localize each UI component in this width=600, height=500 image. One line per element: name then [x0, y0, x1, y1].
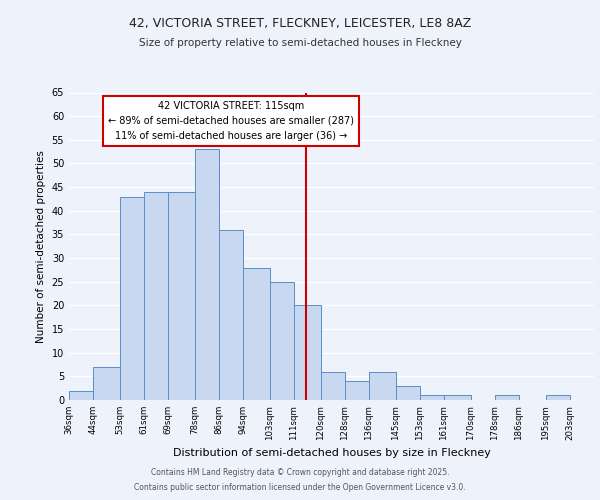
Bar [294, 306, 321, 400]
Bar [495, 396, 519, 400]
Bar [243, 268, 270, 400]
Bar [444, 396, 471, 400]
Bar [546, 396, 570, 400]
Text: Contains HM Land Registry data © Crown copyright and database right 2025.: Contains HM Land Registry data © Crown c… [151, 468, 449, 477]
Text: 42 VICTORIA STREET: 115sqm
← 89% of semi-detached houses are smaller (287)
11% o: 42 VICTORIA STREET: 115sqm ← 89% of semi… [108, 101, 354, 140]
Bar [219, 230, 243, 400]
Text: Contains public sector information licensed under the Open Government Licence v3: Contains public sector information licen… [134, 483, 466, 492]
Bar [120, 196, 144, 400]
Bar [321, 372, 345, 400]
Bar [168, 192, 195, 400]
Text: Size of property relative to semi-detached houses in Fleckney: Size of property relative to semi-detach… [139, 38, 461, 48]
Bar [369, 372, 396, 400]
Bar [144, 192, 168, 400]
Bar [93, 367, 120, 400]
X-axis label: Distribution of semi-detached houses by size in Fleckney: Distribution of semi-detached houses by … [173, 448, 490, 458]
Text: 42, VICTORIA STREET, FLECKNEY, LEICESTER, LE8 8AZ: 42, VICTORIA STREET, FLECKNEY, LEICESTER… [129, 18, 471, 30]
Bar [345, 381, 369, 400]
Bar [195, 150, 219, 400]
Bar [420, 396, 444, 400]
Bar [396, 386, 420, 400]
Bar [69, 390, 93, 400]
Y-axis label: Number of semi-detached properties: Number of semi-detached properties [36, 150, 46, 342]
Bar [270, 282, 294, 400]
